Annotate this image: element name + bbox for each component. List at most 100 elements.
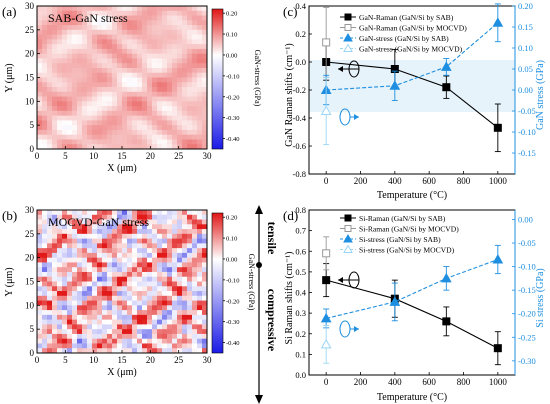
heatmap-cell xyxy=(47,20,53,26)
heatmap-cell xyxy=(157,91,163,97)
heatmap-cell xyxy=(97,324,103,330)
heatmap-cell xyxy=(127,39,133,45)
heatmap-cell xyxy=(147,39,153,45)
heatmap-cell xyxy=(182,115,188,121)
heatmap-cell xyxy=(177,110,183,117)
heatmap-cell xyxy=(192,29,198,35)
colorbar-tick-label: -0.30 xyxy=(226,319,240,326)
heatmap-cell xyxy=(167,29,173,35)
heatmap-cell xyxy=(37,129,43,136)
heatmap-cell xyxy=(187,67,193,74)
x-tick-label: 10 xyxy=(89,151,99,161)
heatmap-cell xyxy=(177,343,183,349)
heatmap-cell xyxy=(92,319,98,325)
heatmap-cell xyxy=(147,96,153,102)
heatmap-cell xyxy=(192,276,198,282)
heatmap-cell xyxy=(92,91,98,97)
heatmap-cell xyxy=(137,276,143,282)
heatmap-cell xyxy=(177,96,183,102)
heatmap-cell xyxy=(157,44,163,50)
heatmap-cell xyxy=(172,129,178,136)
heatmap-cell xyxy=(92,44,98,50)
heatmap-cell xyxy=(37,214,43,220)
heatmap-cell xyxy=(177,324,183,330)
heatmap-cell xyxy=(97,214,103,220)
heatmap-cell xyxy=(47,348,53,354)
heatmap-cell xyxy=(177,243,183,249)
heatmap-cell xyxy=(67,134,73,140)
heatmap-cell xyxy=(87,319,93,325)
heatmap-cell xyxy=(167,343,173,349)
heatmap-cell xyxy=(132,63,138,69)
heatmap-cell xyxy=(182,291,188,297)
heatmap-cell xyxy=(162,333,168,340)
heatmap-cell xyxy=(67,329,73,335)
heatmap-cell xyxy=(77,48,83,55)
heatmap-cell xyxy=(42,305,48,311)
heatmap-cell xyxy=(52,82,58,88)
heatmap-cell xyxy=(92,125,98,131)
heatmap-cell xyxy=(142,348,148,354)
heatmap-cell xyxy=(52,267,58,273)
heatmap-cell xyxy=(52,262,58,268)
heatmap-cell xyxy=(172,310,178,316)
heatmap-cell xyxy=(92,87,98,93)
heatmap-cell xyxy=(152,305,158,311)
heatmap-cell xyxy=(112,267,118,273)
y-right-axis-label-d: Si stress (GPa) xyxy=(535,268,546,327)
colorbar-tick-label: -0.40 xyxy=(226,340,240,347)
heatmap-cell xyxy=(52,314,58,321)
heatmap-cell xyxy=(67,224,73,230)
heatmap-cell xyxy=(72,10,78,16)
heatmap-cell xyxy=(62,39,68,45)
heatmap-cell xyxy=(112,310,118,316)
heatmap-cell xyxy=(52,319,58,325)
heatmap-cell xyxy=(92,324,98,330)
heatmap-cell xyxy=(47,276,53,282)
heatmap-cell xyxy=(172,214,178,220)
heatmap-cell xyxy=(187,82,193,88)
heatmap-cell xyxy=(172,233,178,239)
heatmap-cell xyxy=(47,106,53,112)
heatmap-cell xyxy=(67,210,73,216)
heatmap-cell xyxy=(197,82,203,88)
heatmap-cell xyxy=(132,101,138,107)
heatmap-cell xyxy=(37,82,43,88)
heatmap-cell xyxy=(87,29,93,35)
heatmap-cell xyxy=(47,267,53,273)
data-point-square xyxy=(322,276,331,285)
heatmap-cell xyxy=(127,15,133,21)
heatmap-cell xyxy=(127,224,133,230)
heatmap-cell xyxy=(127,120,133,126)
heatmap-cell xyxy=(97,129,103,136)
legend-label: GaN-Raman (GaN/Si by SAB) xyxy=(359,13,454,22)
heatmap-cell xyxy=(197,324,203,330)
heatmap-cell xyxy=(132,129,138,136)
heatmap-cell xyxy=(57,34,63,40)
heatmap-cell xyxy=(112,300,118,306)
heatmap-cell xyxy=(122,101,128,107)
heatmap-cell xyxy=(92,243,98,249)
heatmap-cell xyxy=(112,134,118,140)
heatmap-cell xyxy=(57,276,63,282)
heatmap-cell xyxy=(147,329,153,335)
colorbar-tick-label: -0.20 xyxy=(226,298,240,305)
heatmap-cell xyxy=(122,281,128,287)
heatmap-cell xyxy=(67,101,73,107)
heatmap-cell xyxy=(47,314,53,321)
heatmap-cell xyxy=(42,6,48,12)
heatmap-cell xyxy=(117,134,123,140)
heatmap-cell xyxy=(187,305,193,311)
heatmap-cell xyxy=(197,106,203,112)
heatmap-cell xyxy=(62,252,68,259)
heatmap-cell xyxy=(172,120,178,126)
heatmap-cell xyxy=(167,144,173,150)
heatmap-cell xyxy=(127,210,133,216)
heatmap-cell xyxy=(117,243,123,249)
heatmap-cell xyxy=(87,295,93,301)
heatmap-cell xyxy=(92,82,98,88)
line-panel-c: 0 200 400 600 800 1000-0.8-0.6-0.4-0.20.00.20… xyxy=(283,1,546,201)
heatmap-cell xyxy=(157,319,163,325)
heatmap-cell xyxy=(87,219,93,225)
heatmap-cell xyxy=(82,63,88,69)
